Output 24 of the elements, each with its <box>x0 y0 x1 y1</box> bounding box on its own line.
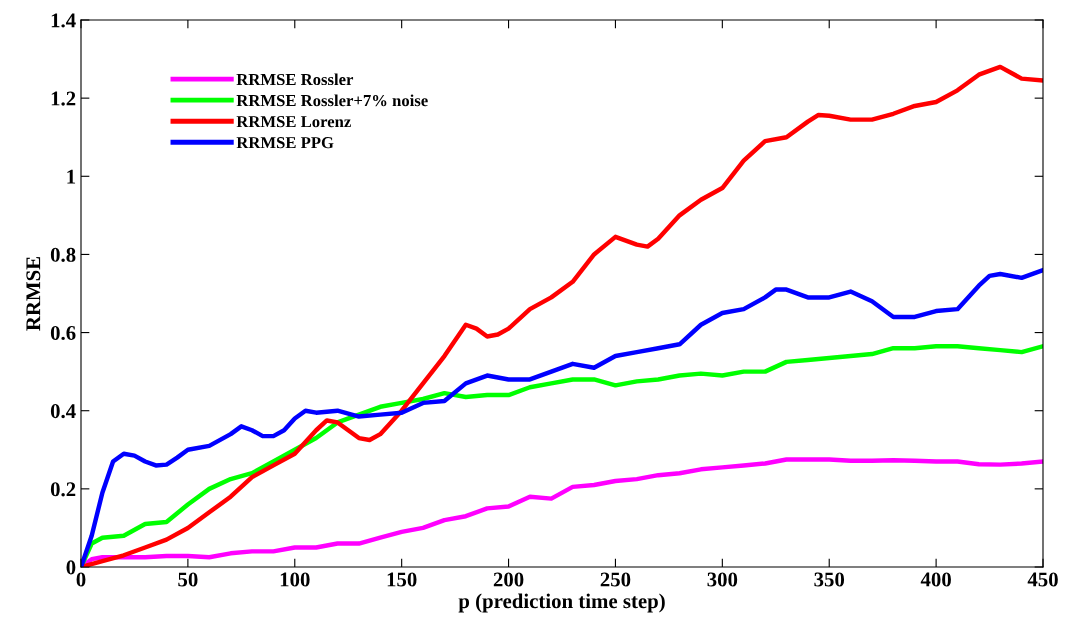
x-tick-label: 250 <box>600 572 631 587</box>
y-tick-label: 0.6 <box>50 325 76 341</box>
legend-label: RRMSE Rossler <box>236 73 354 86</box>
x-tick-label: 50 <box>178 572 198 587</box>
y-tick-label: 1.2 <box>51 91 76 106</box>
y-tick-label: 0.2 <box>50 482 76 497</box>
legend-label: RRMSE Rossler+7% noise <box>236 94 428 107</box>
x-tick-label: 150 <box>387 572 417 587</box>
x-tick-label: 450 <box>1027 572 1058 587</box>
y-tick-label: 1.4 <box>51 13 76 28</box>
legend-label: RRMSE PPG <box>236 137 334 149</box>
x-tick-label: 350 <box>814 572 845 587</box>
x-axis-title: p (prediction time step) <box>458 593 665 613</box>
x-tick-label: 200 <box>493 572 524 587</box>
x-tick-label: 100 <box>280 572 310 587</box>
y-tick-label: 0.4 <box>50 404 76 419</box>
y-tick-label: 0.8 <box>50 247 76 262</box>
x-tick-label: 400 <box>920 572 951 587</box>
legend-label: RRMSE Lorenz <box>236 116 351 128</box>
y-tick-label: 1 <box>67 169 76 184</box>
x-tick-label: 300 <box>707 572 738 587</box>
y-tick-label: 0 <box>66 560 76 575</box>
x-tick-label: 0 <box>76 572 86 587</box>
y-axis-title: RRMSE <box>26 256 41 331</box>
